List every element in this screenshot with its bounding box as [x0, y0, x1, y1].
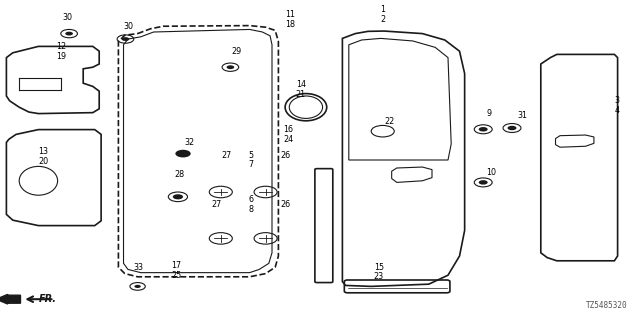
Text: FR.: FR. [38, 294, 56, 304]
Text: 15
23: 15 23 [374, 263, 384, 281]
Circle shape [508, 126, 516, 130]
Text: 30: 30 [124, 22, 134, 31]
FancyArrow shape [0, 294, 20, 304]
Text: TZ5485320: TZ5485320 [586, 301, 627, 310]
Text: 11
18: 11 18 [285, 10, 295, 28]
Text: 33: 33 [133, 263, 143, 272]
Circle shape [122, 37, 129, 41]
Circle shape [175, 150, 191, 157]
Text: 31: 31 [517, 111, 527, 120]
Text: 1
2: 1 2 [380, 5, 385, 24]
Circle shape [479, 127, 488, 132]
Text: 32: 32 [184, 138, 195, 147]
Text: 14
21: 14 21 [296, 80, 306, 99]
Text: 17
25: 17 25 [172, 261, 182, 280]
Text: 30: 30 [62, 13, 72, 22]
Text: 28: 28 [174, 170, 184, 179]
Text: 10: 10 [486, 168, 497, 177]
Text: 6
8: 6 8 [248, 196, 253, 214]
Text: 26: 26 [280, 151, 291, 160]
Text: 9: 9 [486, 109, 492, 118]
Circle shape [227, 65, 234, 69]
Text: 22: 22 [384, 117, 394, 126]
Text: 13
20: 13 20 [38, 148, 49, 166]
Text: 16
24: 16 24 [283, 125, 293, 144]
Text: 26: 26 [280, 200, 291, 209]
Circle shape [479, 180, 488, 185]
Circle shape [173, 194, 183, 199]
Text: 5
7: 5 7 [248, 151, 253, 169]
Text: 27: 27 [211, 200, 221, 209]
Text: 12
19: 12 19 [56, 42, 67, 60]
Circle shape [65, 32, 73, 36]
Text: 3
4: 3 4 [614, 96, 620, 115]
Text: 29: 29 [232, 47, 242, 56]
Text: 27: 27 [221, 151, 232, 160]
Circle shape [134, 285, 141, 288]
